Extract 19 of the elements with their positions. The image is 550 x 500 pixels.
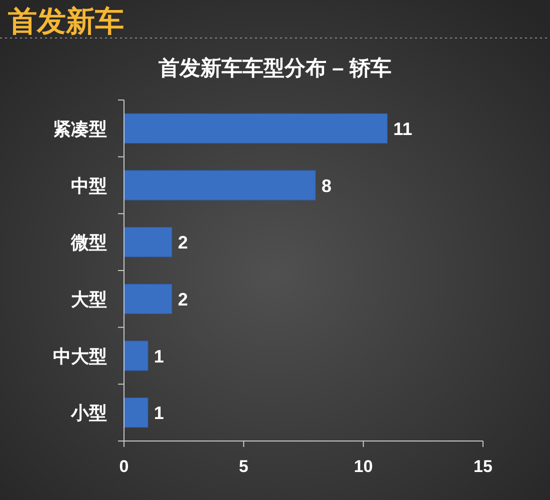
data-label: 8 (321, 176, 332, 196)
y-tick-label: 中大型 (53, 346, 107, 366)
chart-title: 首发新车 (7, 5, 124, 38)
data-label: 1 (154, 346, 164, 366)
y-tick-label: 小型 (70, 403, 107, 424)
chart-subtitle: 首发新车车型分布 – 轿车 (157, 56, 392, 80)
data-label: 2 (178, 289, 188, 310)
data-label: 1 (154, 403, 164, 424)
data-label: 11 (393, 118, 412, 139)
plot: 11 8 2 2 1 1 紧凑型 中型 微型 大型 中大型 小型 0 5 10 15 (53, 100, 492, 476)
x-tick-label: 0 (119, 457, 129, 476)
y-tick-label: 中型 (71, 176, 107, 196)
y-tick-label: 微型 (70, 232, 107, 253)
x-tick-label: 10 (354, 457, 373, 476)
x-tick-label: 5 (238, 457, 248, 476)
y-tick-label: 紧凑型 (53, 118, 107, 139)
y-tick-label: 大型 (70, 289, 107, 310)
data-label: 2 (178, 232, 188, 253)
x-tick-label: 15 (474, 457, 492, 476)
